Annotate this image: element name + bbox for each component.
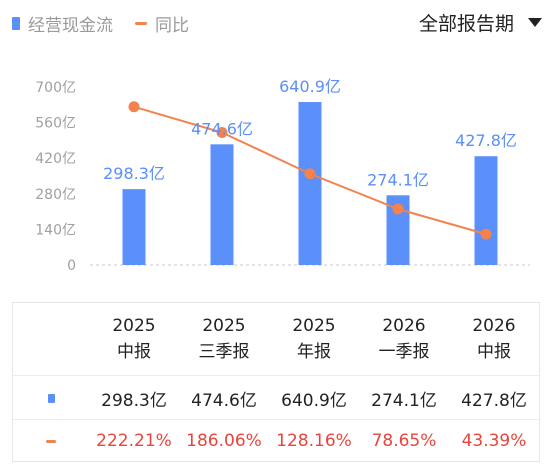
period-selector[interactable]: 全部报告期: [419, 9, 542, 36]
bar-value-label: 474.6亿: [191, 119, 253, 138]
chart-legend: 经营现金流 同比: [12, 11, 211, 36]
table-cell: 474.6亿: [191, 390, 257, 411]
table-header-row: 2025 中报 2025 三季报 2025 年报 2026 一季报 2026 中报: [13, 303, 539, 375]
table-cell: 186.06%: [186, 431, 262, 451]
legend-bar-swatch: [12, 17, 20, 30]
table-header-cell: 2026 中报: [472, 316, 516, 362]
legend-item-cash-flow[interactable]: 经营现金流: [12, 11, 113, 36]
table-cell: 274.1亿: [371, 390, 437, 411]
y-tick-label: 140亿: [35, 222, 76, 238]
period-selector-label: 全部报告期: [418, 13, 514, 35]
table-cell: 427.8亿: [461, 390, 527, 411]
y-tick-label: 560亿: [35, 116, 76, 132]
legend-cash-flow-label: 经营现金流: [28, 16, 113, 36]
bar: [474, 156, 498, 265]
bar-marker-icon: [47, 393, 55, 403]
legend-yoy-label: 同比: [155, 16, 189, 36]
legend-line-swatch: [135, 22, 147, 25]
bar-value-label: 427.8亿: [455, 131, 517, 150]
table-cell: 298.3亿: [101, 390, 167, 411]
bar-value-label: 640.9亿: [279, 77, 341, 96]
bar-value-label: 298.3亿: [103, 164, 165, 183]
table-cell: 43.39%: [461, 431, 527, 451]
bar-value-label: 274.1亿: [367, 170, 429, 189]
table-header-cell: 2025 中报: [112, 316, 156, 362]
y-tick-label: 280亿: [35, 187, 76, 203]
bar: [298, 102, 322, 265]
yoy-point: [480, 228, 492, 240]
y-tick-label: 420亿: [35, 151, 76, 167]
table-header-cell: 2025 三季报: [198, 316, 250, 362]
table-header-cell: 2025 年报: [292, 316, 336, 362]
line-marker-icon: [46, 439, 56, 443]
table-row-cash-flow: 298.3亿 474.6亿 640.9亿 274.1亿 427.8亿: [13, 375, 539, 420]
bar: [122, 189, 146, 265]
yoy-point: [392, 203, 404, 215]
cash-flow-chart: 0 140亿 280亿 420亿 560亿 700亿 298.3亿 474.6亿 640.9亿 2…: [35, 77, 530, 274]
row-marker-bar: [13, 376, 89, 420]
data-table: 2025 中报 2025 三季报 2025 年报 2026 一季报 2026 中报 298…: [12, 302, 540, 462]
yoy-point: [216, 127, 228, 139]
legend-item-yoy[interactable]: 同比: [135, 11, 189, 36]
table-cell: 78.65%: [371, 431, 437, 451]
bar: [210, 144, 234, 265]
yoy-point: [304, 168, 316, 180]
table-cell: 640.9亿: [281, 390, 347, 411]
table-cell: 128.16%: [276, 431, 352, 451]
table-corner-cell: [13, 303, 89, 375]
yoy-point: [128, 101, 140, 113]
table-header-cell: 2026 一季报: [378, 316, 430, 362]
y-tick-label: 700亿: [35, 80, 76, 96]
table-cell: 222.21%: [96, 431, 172, 451]
row-marker-line: [13, 420, 89, 462]
bar: [386, 195, 410, 265]
y-tick-label: 0: [67, 258, 76, 274]
table-row-yoy: 222.21% 186.06% 128.16% 78.65% 43.39%: [13, 419, 539, 462]
chevron-down-icon: [528, 18, 542, 27]
